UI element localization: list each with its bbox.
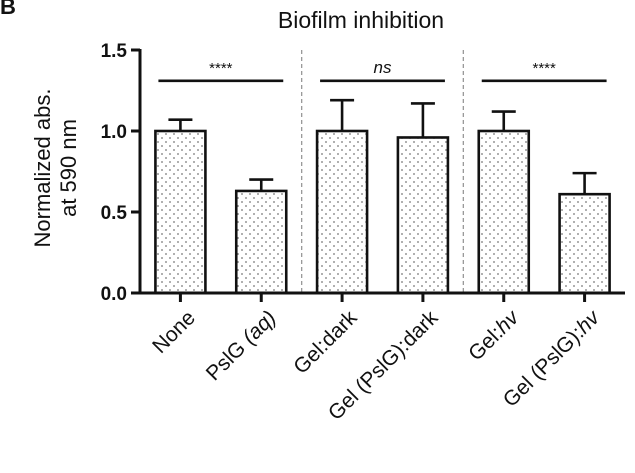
y-axis-label-line-1: Normalized abs.	[30, 89, 55, 248]
bar-4	[477, 129, 531, 295]
y-tick-label-0: 0.0	[101, 284, 127, 305]
y-axis-label-line-2: at 590 nm	[56, 119, 81, 217]
bar-3	[396, 136, 450, 295]
bar-5	[558, 192, 611, 295]
x-tick-label-part-0-0: None	[148, 306, 200, 358]
x-tick-label-part-2-0: Gel:dark	[289, 306, 362, 379]
panel-label: B	[0, 0, 16, 19]
y-tick-label-3: 1.5	[101, 41, 128, 62]
significance-label-1: ns	[374, 58, 392, 77]
x-tick-label-4: Gel:hv	[464, 305, 524, 365]
significance-label-0: ****	[209, 60, 233, 77]
bar-2	[315, 129, 369, 295]
bar-0	[154, 129, 207, 295]
y-tick-label-1: 0.5	[101, 203, 128, 224]
significance-label-2: ****	[532, 60, 556, 77]
x-tick-label-part-5-0: Gel (PslG):	[499, 322, 589, 412]
chart-title: Biofilm inhibition	[278, 7, 444, 33]
bar-1	[234, 189, 288, 295]
y-tick-label-2: 1.0	[101, 122, 127, 143]
x-tick-label-2: Gel:dark	[289, 306, 362, 379]
x-tick-label-0: None	[148, 306, 200, 358]
x-tick-label-1: PslG (aq)	[202, 306, 281, 385]
